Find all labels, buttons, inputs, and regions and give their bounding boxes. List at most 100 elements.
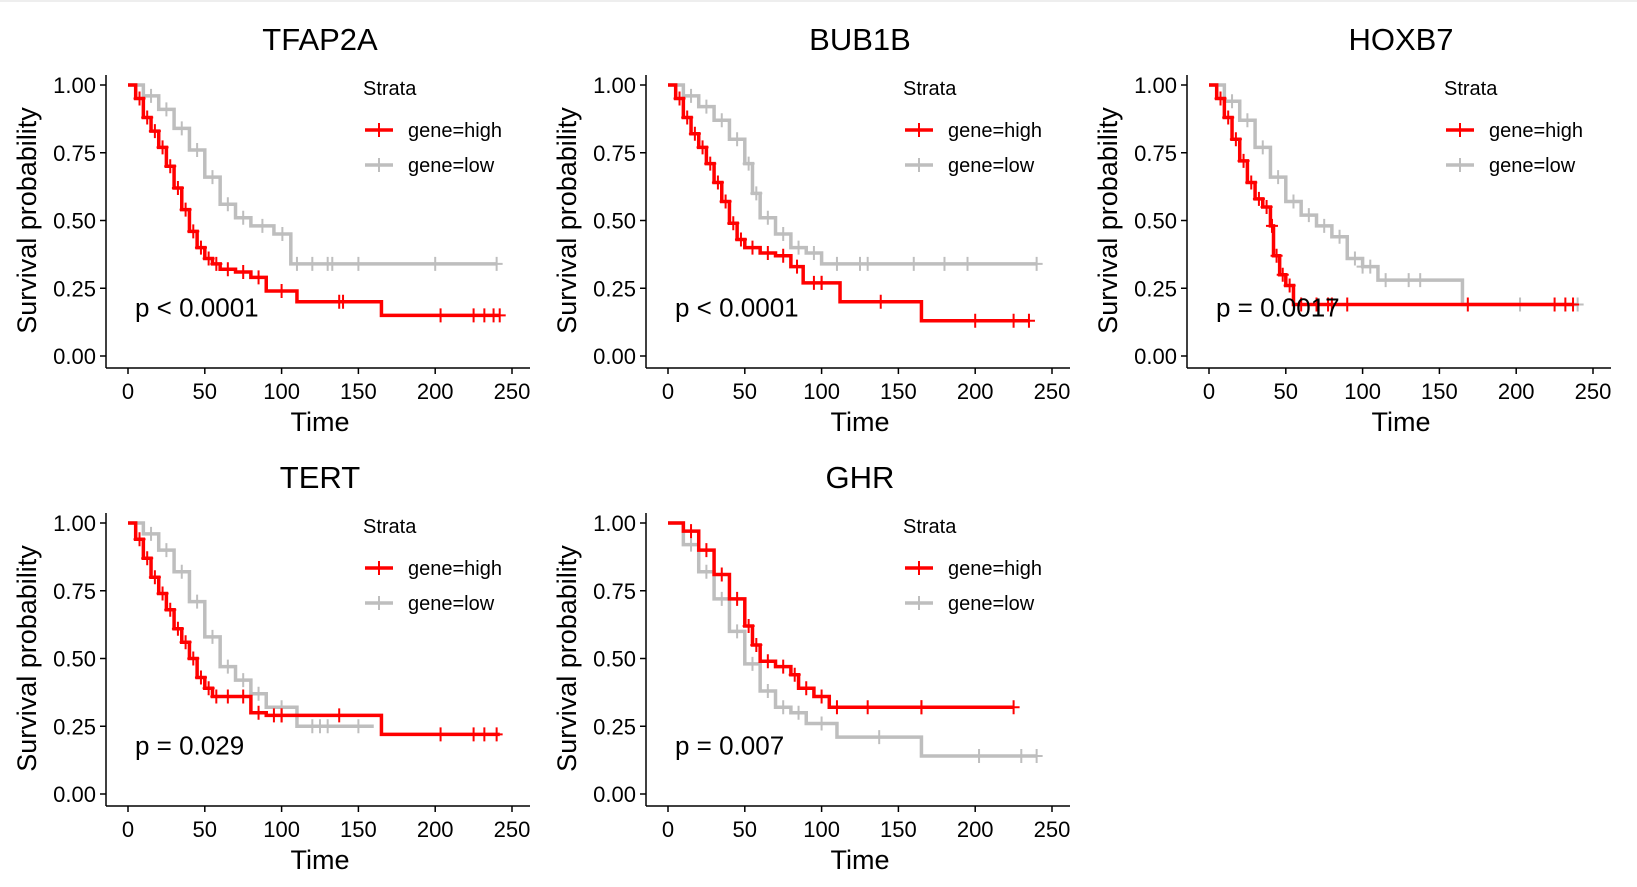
censor-mark-high [1310,297,1323,312]
x-tick-label: 0 [122,379,134,404]
censor-mark-high [1295,297,1308,312]
censor-mark-high [467,727,480,742]
censor-mark-high [164,602,177,617]
censor-mark-high [434,727,447,742]
censor-mark-high [1265,218,1278,233]
censor-mark-high [1276,267,1289,282]
censor-mark-high [179,202,192,217]
x-axis-title: Time [291,845,350,875]
censor-mark-high [711,175,724,190]
survival-curve-low [1209,83,1578,307]
y-tick-label: 1.00 [53,73,96,98]
censor-mark-high [704,156,717,171]
censor-mark-high [830,700,843,715]
censor-mark-low [938,256,951,271]
censor-mark-low [830,256,843,271]
x-tick-label: 200 [957,817,994,842]
censor-mark-high [493,308,506,323]
p-value-annotation: p < 0.0001 [135,293,259,323]
chart-title: BUB1B [809,22,911,57]
censor-mark-high [210,256,223,271]
censor-mark-high [777,248,790,263]
censor-mark-low [961,256,974,271]
censor-mark-high [434,308,447,323]
legend-label-low: gene=low [408,155,495,177]
censor-mark-high [133,91,146,106]
chart-title: HOXB7 [1348,22,1453,57]
censor-mark-high [221,262,234,277]
censor-mark-high [221,689,234,704]
y-tick-label: 0.00 [53,782,96,807]
censor-mark-low [731,624,744,639]
censor-mark-low [1318,218,1331,233]
censor-mark-high [333,708,346,723]
chart-title: TERT [280,460,360,495]
y-tick-label: 0.75 [53,579,96,604]
legend-label-low: gene=low [948,593,1035,615]
censor-mark-low [160,102,173,117]
y-tick-label: 0.50 [593,647,636,672]
censor-mark-high [1548,297,1561,312]
censor-mark-low [175,121,188,136]
x-tick-label: 150 [1421,379,1458,404]
x-tick-label: 0 [662,817,674,842]
censor-mark-high [688,126,701,141]
x-tick-label: 200 [417,379,454,404]
censor-mark-high [164,159,177,174]
censor-mark-high [252,270,265,285]
censor-mark-low [429,256,442,271]
y-axis-title: Survival probability [552,107,582,334]
x-axis-title: Time [831,407,890,437]
censor-mark-high [731,591,744,606]
censor-mark-low [873,730,886,745]
censor-mark-low [237,673,250,688]
censor-mark-high [715,567,728,582]
censor-mark-low [1348,251,1361,266]
censor-mark-high [171,180,184,195]
y-tick-label: 0.50 [1134,209,1177,234]
censor-mark-high [969,313,982,328]
y-tick-label: 0.75 [53,141,96,166]
y-tick-label: 0.25 [1134,276,1177,301]
x-tick-label: 50 [1274,379,1298,404]
censor-mark-high [1567,297,1580,312]
censor-mark-low [1379,273,1392,288]
legend-label-low: gene=low [948,155,1035,177]
censor-mark-low [807,246,820,261]
censor-mark-high [761,246,774,261]
censor-mark-low [973,749,986,764]
y-tick-label: 0.50 [593,209,636,234]
censor-mark-high [1270,248,1283,263]
censor-mark-high [202,251,215,266]
legend-label-low: gene=low [408,593,495,615]
censor-mark-low [306,719,319,734]
censor-mark-high [141,551,154,566]
p-value-annotation: p = 0.0017 [1216,293,1340,323]
x-tick-label: 50 [733,379,757,404]
survival-curve-high [128,83,500,318]
legend-label-high: gene=high [948,558,1042,580]
x-tick-label: 250 [1034,379,1071,404]
censor-mark-low [746,656,759,671]
x-axis-title: Time [1372,407,1431,437]
censor-mark-low [1272,170,1285,185]
censor-mark-low [321,719,334,734]
censor-mark-low [700,564,713,579]
censor-mark-high [210,689,223,704]
censor-mark-high [133,532,146,547]
censor-mark-low [1356,259,1369,274]
legend-label-high: gene=high [408,558,502,580]
censor-mark-high [673,91,686,106]
censor-mark-high [788,667,801,682]
censor-mark-high [861,700,874,715]
censor-mark-low [490,256,503,271]
censor-mark-high [1245,175,1258,190]
censor-mark-low [145,526,158,541]
censor-mark-low [321,256,334,271]
chart-title: GHR [826,460,895,495]
survival-curve-high [668,521,1014,710]
censor-mark-low [792,240,805,255]
censor-mark-high [490,727,503,742]
censor-mark-low [160,543,173,558]
censor-mark-low [1414,273,1427,288]
